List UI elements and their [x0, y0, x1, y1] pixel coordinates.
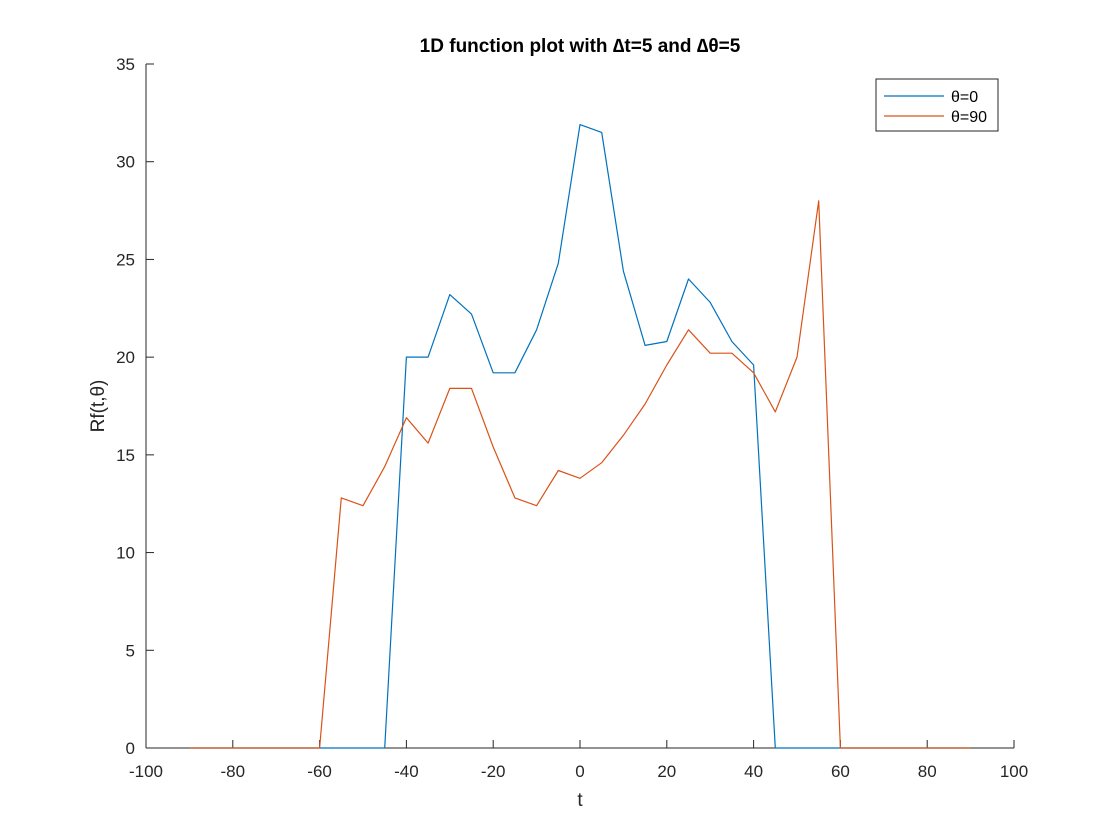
legend-box	[875, 78, 999, 132]
series-lines	[189, 123, 971, 749]
y-axis-label: Rf(t,θ)	[88, 380, 109, 433]
legend: θ=0 θ=90	[875, 78, 999, 132]
x-tick-label: 0	[575, 762, 584, 781]
x-tick-label: 40	[744, 762, 763, 781]
x-tick-label: -20	[481, 762, 506, 781]
legend-label: θ=90	[951, 109, 987, 126]
y-tick-label: 15	[116, 446, 135, 465]
y-ticks: 0 5 10 15 20 25 30 35	[116, 55, 154, 758]
x-ticks: -100 -80 -60 -40 -20 0 20 40 60 80 100	[129, 740, 1028, 781]
y-tick-label: 10	[116, 544, 135, 563]
x-tick-label: 20	[657, 762, 676, 781]
x-tick-label: -40	[394, 762, 419, 781]
legend-label: θ=0	[951, 89, 978, 106]
series-line-0	[189, 123, 971, 749]
x-tick-label: 100	[1000, 762, 1028, 781]
y-tick-label: 0	[126, 739, 135, 758]
legend-items: θ=0 θ=90	[884, 89, 987, 126]
y-tick-label: 25	[116, 250, 135, 269]
y-tick-label: 35	[116, 55, 135, 74]
x-tick-label: -80	[221, 762, 246, 781]
y-tick-label: 30	[116, 153, 135, 172]
series-line-1	[189, 200, 971, 749]
x-axis-label: t	[577, 790, 583, 811]
y-tick-label: 5	[126, 641, 135, 660]
chart-title: 1D function plot with ∆t=5 and ∆θ=5	[420, 36, 741, 57]
y-tick-label: 20	[116, 348, 135, 367]
x-tick-label: 80	[918, 762, 937, 781]
x-tick-label: -100	[129, 762, 163, 781]
x-tick-label: 60	[831, 762, 850, 781]
plot-area: -100 -80 -60 -40 -20 0 20 40 60 80 100 0 5 10 15 20 25 3…	[116, 55, 1028, 781]
x-tick-label: -60	[307, 762, 332, 781]
